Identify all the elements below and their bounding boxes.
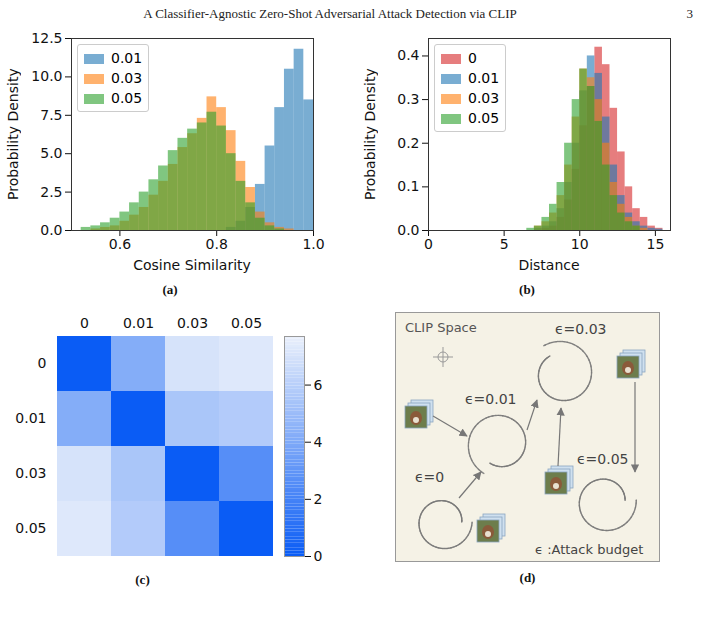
svg-text:0.6: 0.6	[109, 236, 131, 252]
html-text:Probability Density: Probability Density	[5, 68, 21, 200]
html-text:Cosine Similarity: Cosine Similarity	[133, 257, 251, 273]
svg-text:ϵ=0.01: ϵ=0.01	[465, 391, 517, 407]
html-text:(c): (c)	[135, 572, 150, 587]
svg-text:10: 10	[571, 236, 589, 252]
svg-text:10.0: 10.0	[31, 68, 62, 84]
svg-text:ϵ=0: ϵ=0	[415, 469, 444, 485]
svg-text:5.0: 5.0	[40, 145, 62, 161]
svg-text:0.4: 0.4	[397, 47, 419, 63]
svg-text:0.0: 0.0	[40, 222, 62, 238]
svg-text:0.05: 0.05	[15, 520, 46, 536]
svg-text:0.01: 0.01	[15, 410, 46, 426]
svg-text:6: 6	[314, 377, 323, 393]
svg-text:2.5: 2.5	[40, 184, 62, 200]
html-text:Probability Density: Probability Density	[362, 68, 378, 200]
svg-text:12.5: 12.5	[31, 30, 62, 46]
html-text:Distance: Distance	[518, 257, 580, 273]
svg-text:0: 0	[38, 355, 47, 371]
svg-text:7.5: 7.5	[40, 107, 62, 123]
svg-text:4: 4	[314, 434, 323, 450]
html-text:(a): (a)	[162, 282, 178, 297]
html-text:0.03: 0.03	[468, 90, 500, 106]
svg-text:0.01: 0.01	[123, 315, 154, 331]
svg-text:0: 0	[424, 236, 433, 252]
html-text:0.01: 0.01	[468, 70, 500, 86]
svg-text:ϵ :Attack budget: ϵ :Attack budget	[535, 542, 643, 557]
svg-text:CLIP Space: CLIP Space	[405, 320, 477, 335]
svg-text:0.0: 0.0	[397, 222, 419, 238]
svg-text:15: 15	[646, 236, 664, 252]
html-text:(b): (b)	[519, 282, 535, 297]
svg-text:0.03: 0.03	[15, 465, 46, 481]
svg-text:0.3: 0.3	[397, 91, 419, 107]
svg-text:0: 0	[80, 315, 89, 331]
html-text:0.03: 0.03	[111, 70, 143, 86]
svg-text:0: 0	[314, 548, 323, 564]
svg-text:2: 2	[314, 491, 323, 507]
html-text:A Classifier-Agnostic Zero-Sho: A Classifier-Agnostic Zero-Shot Adversar…	[143, 6, 517, 21]
html-text:0: 0	[468, 50, 477, 66]
svg-text:0.1: 0.1	[397, 178, 419, 194]
html-text:0.05: 0.05	[111, 90, 143, 106]
svg-text:ϵ=0.05: ϵ=0.05	[577, 451, 629, 467]
html-text:0.05: 0.05	[468, 110, 500, 126]
html-text:3: 3	[686, 6, 693, 21]
svg-text:0.03: 0.03	[177, 315, 208, 331]
svg-text:5: 5	[500, 236, 509, 252]
svg-text:0.2: 0.2	[397, 135, 419, 151]
svg-text:0.8: 0.8	[206, 236, 228, 252]
svg-text:0.05: 0.05	[231, 315, 262, 331]
html-text:(d): (d)	[519, 570, 536, 585]
svg-text:ϵ=0.03: ϵ=0.03	[555, 321, 607, 337]
html-text:0.01: 0.01	[111, 50, 143, 66]
svg-text:1.0: 1.0	[302, 236, 324, 252]
